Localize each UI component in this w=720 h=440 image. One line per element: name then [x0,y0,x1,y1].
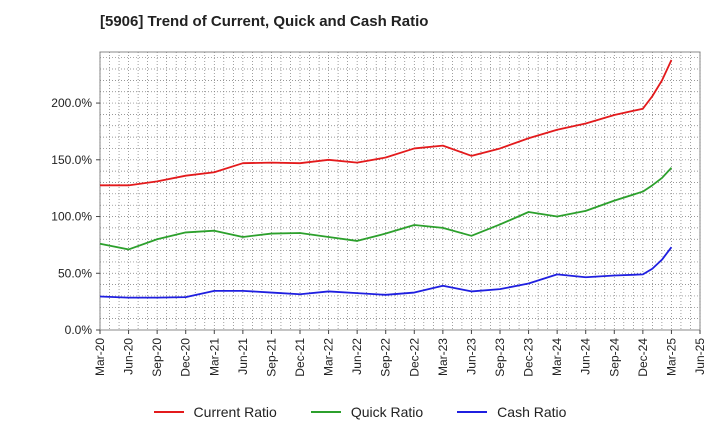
x-tick-label: Mar-25 [664,338,678,376]
legend-swatch-cash-ratio [457,411,488,413]
x-tick-label: Jun-24 [579,338,593,375]
legend-label-quick-ratio: Quick Ratio [350,404,424,420]
x-tick-label: Sep-21 [264,338,278,377]
series-line-cash-ratio [99,246,673,299]
legend-swatch-quick-ratio [310,411,341,413]
legend-label-current-ratio: Current Ratio [193,404,277,420]
x-tick-label: Dec-21 [293,338,307,377]
x-tick-label: Sep-23 [493,338,507,377]
x-tick-label: Mar-22 [322,338,336,376]
x-tick-label: Mar-23 [436,338,450,376]
grid-layer [99,51,701,331]
series-layer [99,59,673,299]
legend-item-current-ratio: Current Ratio [153,404,277,420]
legend-swatch-current-ratio [153,411,184,413]
axis-layer: 0.0% 50.0% 100.0% 150.0% 200.0% Mar-20 Jun-20 S… [51,96,707,377]
legend-item-cash-ratio: Cash Ratio [457,404,566,420]
x-tick-label: Sep-24 [607,338,621,377]
x-tick-label: Mar-20 [93,338,107,376]
series-line-current-ratio [100,59,673,187]
x-tick-label: Sep-20 [150,338,164,377]
x-tick-label: Dec-23 [522,338,536,377]
y-tick-label: 100.0% [51,210,92,224]
x-tick-label: Mar-21 [207,338,221,376]
x-tick-label: Mar-24 [550,338,564,376]
y-tick-label: 50.0% [58,266,92,280]
x-tick-label: Dec-24 [636,338,650,377]
x-tick-label: Sep-22 [379,338,393,377]
y-tick-label: 150.0% [51,153,92,167]
chart-title: [5906] Trend of Current, Quick and Cash … [100,13,429,30]
x-tick-label: Dec-22 [407,338,421,377]
legend: Current Ratio Quick Ratio Cash Ratio [0,404,720,420]
y-tick-label: 200.0% [51,96,92,110]
x-tick-label: Jun-25 [693,338,707,375]
series-line-quick-ratio [99,167,673,251]
y-tick-label: 0.0% [65,323,93,337]
plot-border [99,51,701,331]
x-tick-label: Jun-22 [350,338,364,375]
legend-item-quick-ratio: Quick Ratio [310,404,424,420]
legend-label-cash-ratio: Cash Ratio [497,404,567,420]
x-tick-label: Dec-20 [179,338,193,377]
x-tick-label: Jun-23 [464,338,478,375]
x-tick-label: Jun-20 [122,338,136,375]
x-tick-label: Jun-21 [236,338,250,375]
